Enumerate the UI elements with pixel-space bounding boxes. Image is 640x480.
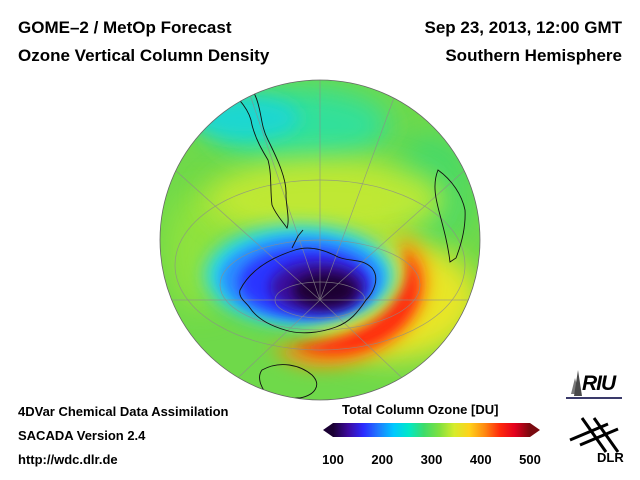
- south-america-coast: [223, 84, 289, 229]
- riu-logo-text: RIU: [582, 372, 616, 395]
- method-label: 4DVar Chemical Data Assimilation: [18, 404, 229, 419]
- antarctic-peninsula: [291, 229, 304, 249]
- colorbar-tick-label: 500: [519, 452, 541, 467]
- graticule: [165, 80, 475, 396]
- version-label: SACADA Version 2.4: [18, 428, 146, 443]
- australia-coast: [259, 364, 318, 399]
- ozone-field: [160, 80, 480, 400]
- product-title: GOME–2 / MetOp Forecast: [18, 18, 232, 37]
- dlr-logo-text: DLR: [597, 450, 624, 465]
- colorbar-tick-label: 400: [469, 452, 492, 467]
- colorbar-tick-label: 300: [420, 452, 443, 467]
- coastlines: [223, 84, 466, 399]
- colorbar-title: Total Column Ozone [DU]: [342, 402, 499, 417]
- url-link[interactable]: http://wdc.dlr.de: [18, 452, 118, 467]
- africa-coast: [434, 169, 466, 263]
- quantity-title: Ozone Vertical Column Density: [18, 46, 270, 65]
- datetime-label: Sep 23, 2013, 12:00 GMT: [424, 18, 623, 37]
- globe-rim: [159, 79, 481, 401]
- region-label: Southern Hemisphere: [445, 46, 622, 65]
- antarctica-coast: [239, 247, 377, 334]
- colorbar-tick-label: 200: [371, 452, 394, 467]
- colorbar-tick-label: 100: [322, 452, 344, 467]
